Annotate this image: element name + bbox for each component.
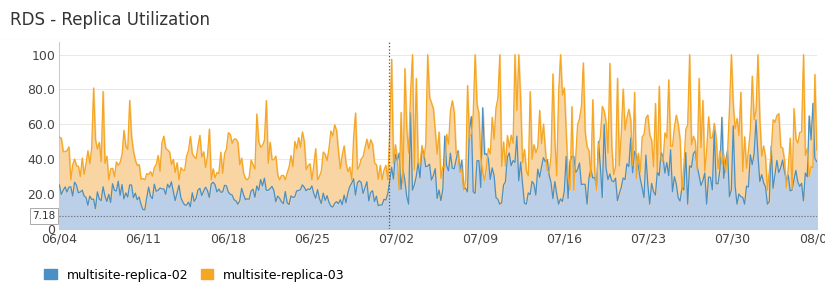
Legend: multisite-replica-02, multisite-replica-03: multisite-replica-02, multisite-replica-… <box>40 264 350 287</box>
Text: 7.18: 7.18 <box>32 211 55 221</box>
Text: RDS - Replica Utilization: RDS - Replica Utilization <box>10 11 210 29</box>
